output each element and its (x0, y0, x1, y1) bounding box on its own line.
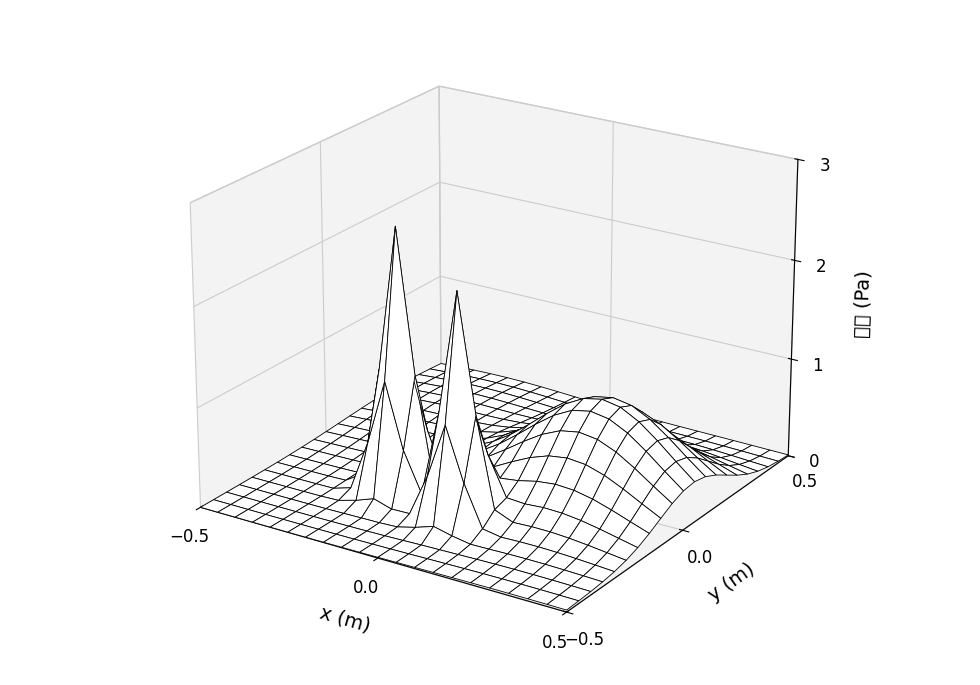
X-axis label: x (m): x (m) (318, 603, 372, 636)
Y-axis label: y (m): y (m) (705, 560, 759, 606)
